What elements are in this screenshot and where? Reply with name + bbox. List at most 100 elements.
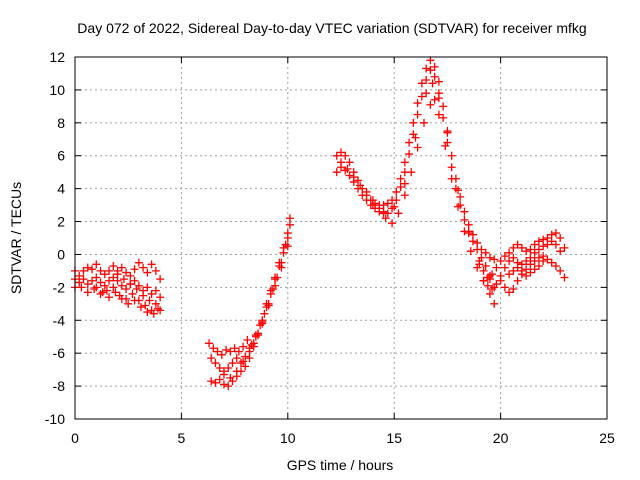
data-point-segment-3 <box>392 187 401 196</box>
data-point-segment-3 <box>468 237 477 246</box>
data-point-segment-3 <box>460 215 469 224</box>
data-point-segment-3 <box>430 72 439 81</box>
data-point-segment-4 <box>479 276 488 285</box>
data-point-segment-3 <box>343 164 352 173</box>
data-point-segment-3 <box>451 184 460 193</box>
data-point-segment-4 <box>513 263 522 272</box>
data-point-segment-3 <box>332 168 341 177</box>
data-point-segment-3 <box>428 79 437 88</box>
data-point-segment-2 <box>224 382 233 391</box>
y-tick-label: 2 <box>57 214 65 230</box>
data-point-segment-1 <box>88 276 97 285</box>
data-point-segment-3 <box>388 204 397 213</box>
y-tick-label: 8 <box>57 115 65 131</box>
data-point-segment-1 <box>117 263 126 272</box>
x-tick-label: 10 <box>280 430 296 446</box>
data-point-segment-4 <box>530 248 539 257</box>
data-point-segment-3 <box>405 138 414 147</box>
data-point-segment-4 <box>534 253 543 262</box>
data-point-segment-2 <box>224 363 233 372</box>
data-point-segment-2 <box>226 373 235 382</box>
data-point-segment-3 <box>392 196 401 205</box>
data-point-segment-4 <box>475 260 484 269</box>
data-point-segment-4 <box>488 270 497 279</box>
data-point-segment-1 <box>156 306 165 315</box>
data-point-segment-1 <box>105 276 114 285</box>
data-point-segment-3 <box>413 143 422 152</box>
data-point-segment-3 <box>490 299 499 308</box>
data-point-segment-3 <box>443 128 452 137</box>
data-point-segment-3 <box>349 173 358 182</box>
data-point-segment-1 <box>88 265 97 274</box>
y-tick-label: -10 <box>45 411 65 427</box>
data-point-segment-2 <box>271 281 280 290</box>
data-point-segment-3 <box>381 214 390 223</box>
y-tick-label: -6 <box>53 345 66 361</box>
data-point-segment-1 <box>124 299 133 308</box>
data-point-segment-3 <box>419 118 428 127</box>
data-point-segment-2 <box>266 286 275 295</box>
data-point-segment-1 <box>122 285 131 294</box>
data-point-segment-4 <box>522 247 531 256</box>
data-point-segment-3 <box>456 201 465 210</box>
data-point-segment-3 <box>485 289 494 298</box>
data-point-segment-1 <box>141 301 150 310</box>
x-axis-label: GPS time / hours <box>287 457 394 473</box>
data-point-segment-3 <box>464 229 473 238</box>
y-tick-label: 10 <box>49 82 65 98</box>
data-point-segment-4 <box>530 265 539 274</box>
data-point-segment-1 <box>139 263 148 272</box>
data-point-segment-2 <box>271 273 280 282</box>
data-point-segment-3 <box>354 176 363 185</box>
data-point-segment-3 <box>405 150 414 159</box>
data-point-segment-4 <box>522 271 531 280</box>
data-point-segment-4 <box>513 276 522 285</box>
data-point-segment-2 <box>285 214 294 223</box>
data-point-segment-2 <box>243 336 252 345</box>
data-point-segment-4 <box>492 263 501 272</box>
data-point-segment-1 <box>105 293 114 302</box>
data-point-segment-4 <box>543 255 552 264</box>
data-point-segment-2 <box>234 347 243 356</box>
data-point-segment-4 <box>556 247 565 256</box>
data-point-segment-4 <box>547 258 556 267</box>
data-point-segment-1 <box>83 263 92 272</box>
data-point-segment-2 <box>226 347 235 356</box>
data-point-segment-3 <box>409 118 418 127</box>
data-point-segment-2 <box>211 359 220 368</box>
data-point-segment-4 <box>551 229 560 238</box>
data-point-segment-1 <box>96 278 105 287</box>
data-point-segment-3 <box>439 102 448 111</box>
data-point-segment-2 <box>241 352 250 361</box>
data-point-segment-1 <box>136 303 145 312</box>
data-point-segment-2 <box>209 344 218 353</box>
data-point-segment-1 <box>83 280 92 289</box>
data-point-segment-2 <box>230 344 239 353</box>
data-point-segment-2 <box>211 378 220 387</box>
data-point-segment-4 <box>530 257 539 266</box>
data-point-segment-1 <box>83 288 92 297</box>
data-point-segment-3 <box>447 151 456 160</box>
data-point-segment-3 <box>422 76 431 85</box>
data-point-segment-3 <box>345 158 354 167</box>
plot-frame <box>74 56 608 420</box>
data-point-segment-3 <box>396 174 405 183</box>
data-point-segment-2 <box>207 377 216 386</box>
data-point-segment-3 <box>426 66 435 75</box>
data-point-segment-1 <box>151 299 160 308</box>
y-tick-label: -2 <box>53 279 66 295</box>
data-point-segment-3 <box>481 261 490 270</box>
data-point-segment-3 <box>383 209 392 218</box>
data-point-segment-3 <box>460 227 469 236</box>
data-point-segment-1 <box>126 280 135 289</box>
data-point-segment-4 <box>543 240 552 249</box>
data-point-segment-1 <box>122 268 131 277</box>
data-point-segment-1 <box>100 281 109 290</box>
data-point-segment-4 <box>505 288 514 297</box>
data-point-segment-2 <box>245 354 254 363</box>
data-point-segment-3 <box>447 163 456 172</box>
data-point-segment-2 <box>283 242 292 251</box>
data-point-segment-3 <box>368 201 377 210</box>
data-point-segment-4 <box>483 273 492 282</box>
data-point-segment-1 <box>117 281 126 290</box>
